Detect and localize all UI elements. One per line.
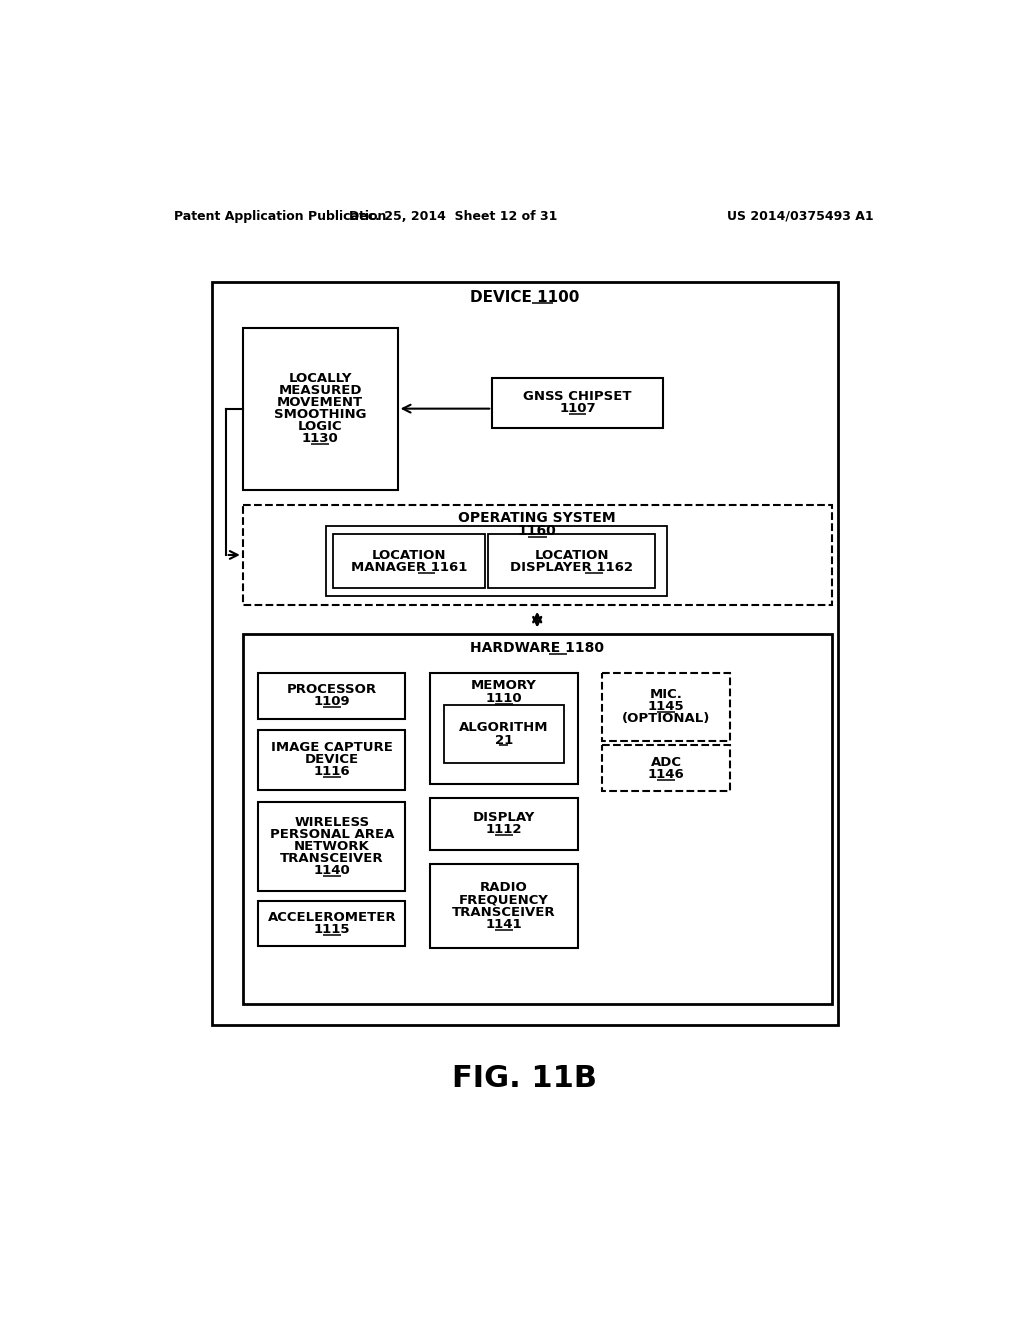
Text: FIG. 11B: FIG. 11B	[453, 1064, 597, 1093]
Text: 1107: 1107	[559, 403, 596, 416]
Text: LOCATION: LOCATION	[372, 549, 446, 561]
Bar	[334, 535, 484, 589]
Text: OPERATING SYSTEM: OPERATING SYSTEM	[459, 511, 616, 525]
Text: GNSS CHIPSET: GNSS CHIPSET	[523, 391, 632, 404]
Text: DISPLAY: DISPLAY	[473, 812, 536, 824]
Text: 1109: 1109	[313, 696, 350, 709]
Text: PERSONAL AREA: PERSONAL AREA	[269, 828, 394, 841]
Text: DEVICE: DEVICE	[305, 754, 358, 767]
Text: 1145: 1145	[648, 700, 685, 713]
Text: PROCESSOR: PROCESSOR	[287, 684, 377, 697]
Bar	[430, 673, 578, 784]
Text: 1115: 1115	[313, 923, 350, 936]
Text: MEMORY: MEMORY	[471, 680, 537, 693]
Bar	[602, 673, 730, 741]
Bar	[243, 506, 831, 605]
Text: ACCELEROMETER: ACCELEROMETER	[267, 911, 396, 924]
Bar	[326, 527, 667, 595]
Text: 1141: 1141	[485, 917, 522, 931]
Text: NETWORK: NETWORK	[294, 840, 370, 853]
Bar	[258, 803, 406, 891]
Bar	[258, 673, 406, 719]
Bar	[243, 327, 397, 490]
Text: (OPTIONAL): (OPTIONAL)	[622, 713, 711, 725]
Text: 1130: 1130	[302, 433, 339, 445]
Text: ADC: ADC	[650, 756, 682, 768]
Text: MIC.: MIC.	[650, 688, 683, 701]
Bar	[488, 535, 655, 589]
Text: DISPLAYER 1162: DISPLAYER 1162	[510, 561, 633, 574]
Text: SMOOTHING: SMOOTHING	[274, 408, 367, 421]
Bar	[258, 730, 406, 789]
Bar	[493, 378, 663, 428]
Bar	[243, 635, 831, 1003]
Text: IMAGE CAPTURE: IMAGE CAPTURE	[271, 742, 393, 754]
Text: HARDWARE 1180: HARDWARE 1180	[470, 642, 604, 655]
Text: Patent Application Publication: Patent Application Publication	[174, 210, 387, 223]
Text: Dec. 25, 2014  Sheet 12 of 31: Dec. 25, 2014 Sheet 12 of 31	[349, 210, 558, 223]
Bar	[258, 902, 406, 946]
Bar	[430, 863, 578, 948]
Text: 1110: 1110	[485, 692, 522, 705]
Text: RADIO: RADIO	[480, 882, 527, 895]
Bar	[430, 797, 578, 850]
Text: MEASURED: MEASURED	[279, 384, 361, 397]
Text: WIRELESS: WIRELESS	[294, 816, 370, 829]
Text: US 2014/0375493 A1: US 2014/0375493 A1	[727, 210, 873, 223]
Text: FREQUENCY: FREQUENCY	[459, 894, 549, 907]
Text: LOCATION: LOCATION	[535, 549, 609, 561]
Text: 1112: 1112	[485, 824, 522, 836]
Text: MANAGER 1161: MANAGER 1161	[351, 561, 467, 574]
Bar	[602, 744, 730, 792]
Text: 21: 21	[495, 734, 513, 747]
Text: 1146: 1146	[648, 768, 685, 780]
Text: ALGORITHM: ALGORITHM	[459, 722, 549, 734]
Text: 1116: 1116	[313, 766, 350, 779]
Bar	[444, 705, 563, 763]
Text: TRANSCEIVER: TRANSCEIVER	[452, 906, 556, 919]
Text: MOVEMENT: MOVEMENT	[278, 396, 364, 409]
Bar	[212, 281, 838, 1024]
Text: 1160: 1160	[518, 524, 557, 539]
Text: DEVICE 1100: DEVICE 1100	[470, 289, 580, 305]
Text: LOCALLY: LOCALLY	[289, 372, 352, 385]
Text: LOGIC: LOGIC	[298, 420, 342, 433]
Text: 1140: 1140	[313, 865, 350, 876]
Text: TRANSCEIVER: TRANSCEIVER	[280, 851, 384, 865]
